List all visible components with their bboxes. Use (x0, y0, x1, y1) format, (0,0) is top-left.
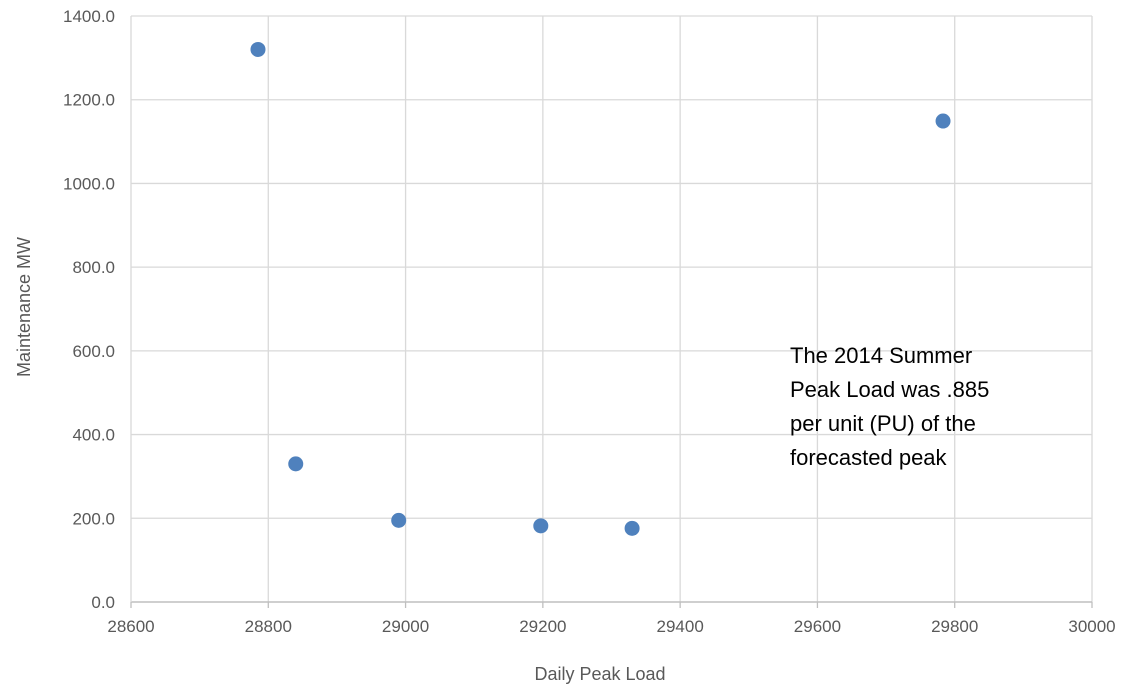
y-tick-label: 1000.0 (63, 174, 115, 193)
y-tick-label: 600.0 (72, 342, 115, 361)
y-tick-label: 400.0 (72, 426, 115, 445)
x-axis-title: Daily Peak Load (534, 664, 665, 684)
x-tick-label: 28600 (107, 617, 154, 636)
x-tick-label: 29000 (382, 617, 429, 636)
x-tick-label: 28800 (245, 617, 292, 636)
y-tick-label: 0.0 (91, 593, 115, 612)
y-tick-label: 800.0 (72, 258, 115, 277)
annotation-text: The 2014 Summer Peak Load was .885 per u… (790, 343, 996, 470)
axes (130, 16, 1093, 608)
x-tick-label: 29200 (519, 617, 566, 636)
annotation-line: Peak Load was .885 (790, 377, 989, 402)
annotation-line: The 2014 Summer (790, 343, 972, 368)
data-point (624, 520, 640, 536)
data-point (288, 456, 304, 472)
annotation-line: per unit (PU) of the (790, 411, 976, 436)
y-tick-labels: 0.0 200.0 400.0 600.0 800.0 1000.0 1200.0 1400.… (63, 7, 115, 612)
data-point (935, 113, 951, 129)
x-tick-labels: 28600 28800 29000 29200 29400 29600 29800 30000 (107, 617, 1115, 636)
x-tick-label: 29800 (931, 617, 978, 636)
x-tick-label: 29600 (794, 617, 841, 636)
data-point (391, 512, 407, 528)
data-point (250, 41, 266, 57)
y-tick-label: 200.0 (72, 509, 115, 528)
y-tick-label: 1400.0 (63, 7, 115, 26)
data-point (533, 518, 549, 534)
x-tick-label: 30000 (1068, 617, 1115, 636)
annotation-line: forecasted peak (790, 445, 948, 470)
grid (131, 15, 1093, 602)
x-tick-label: 29400 (657, 617, 704, 636)
y-tick-label: 1200.0 (63, 91, 115, 110)
data-points (250, 41, 951, 536)
y-axis-title: Maintenance MW (14, 237, 34, 377)
